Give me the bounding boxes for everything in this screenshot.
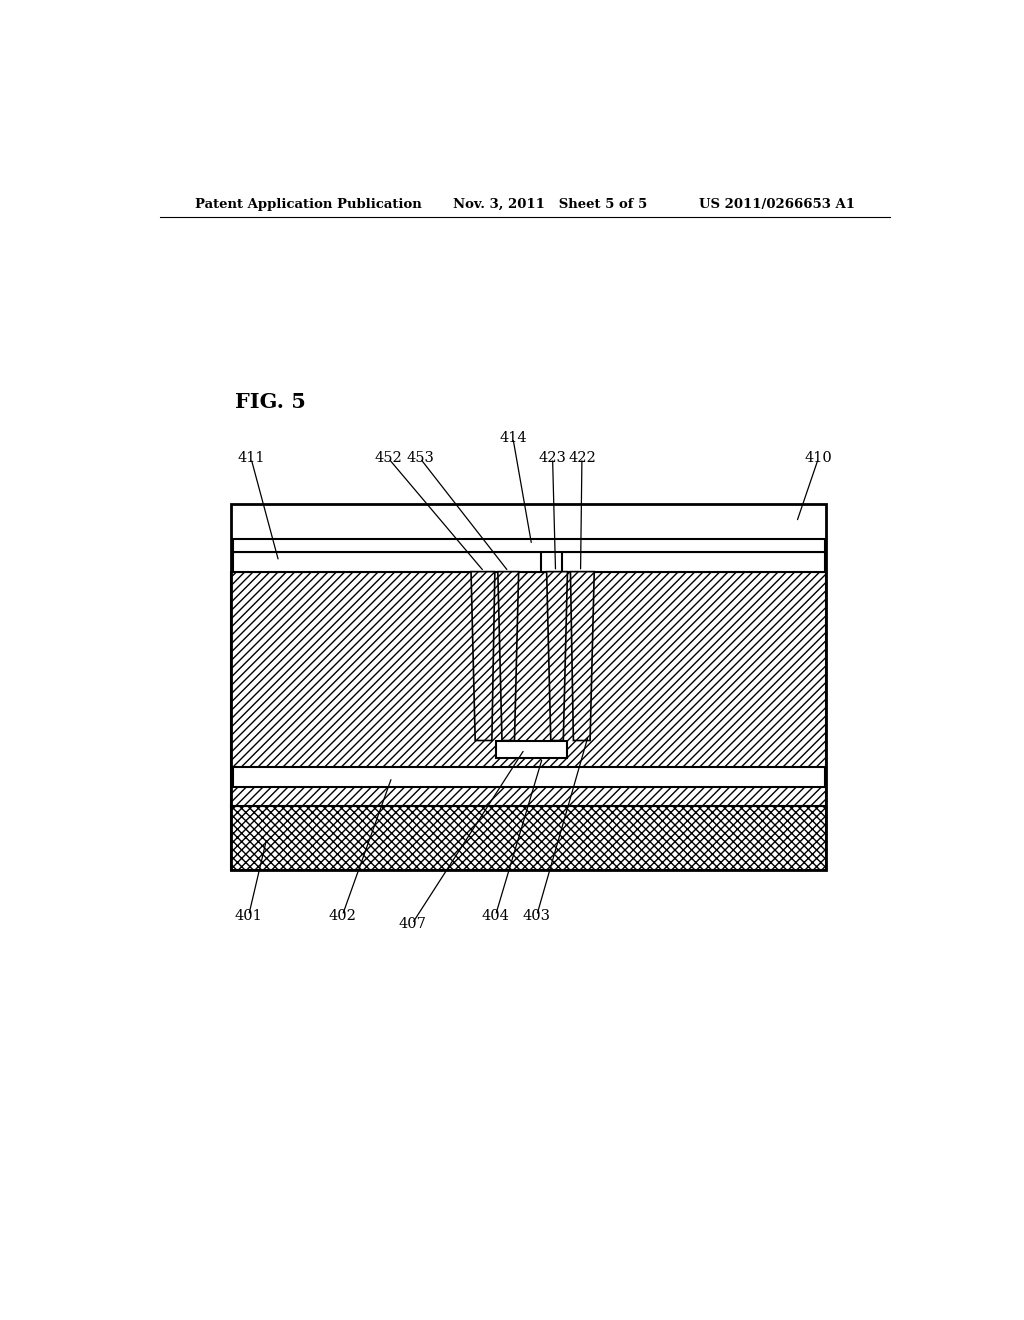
Text: 403: 403 bbox=[522, 908, 551, 923]
Text: 422: 422 bbox=[568, 451, 596, 465]
Bar bbox=[231, 572, 826, 805]
Bar bbox=[496, 741, 567, 758]
Text: 402: 402 bbox=[329, 908, 356, 923]
Text: 401: 401 bbox=[234, 908, 262, 923]
Text: 404: 404 bbox=[481, 908, 509, 923]
Bar bbox=[232, 767, 824, 787]
Text: 453: 453 bbox=[407, 451, 434, 465]
Text: 410: 410 bbox=[805, 451, 833, 465]
Polygon shape bbox=[570, 572, 594, 741]
Polygon shape bbox=[498, 572, 518, 741]
Text: 423: 423 bbox=[539, 451, 566, 465]
Bar bbox=[561, 552, 824, 572]
Text: 407: 407 bbox=[398, 917, 426, 931]
Bar bbox=[231, 805, 826, 870]
Text: Patent Application Publication: Patent Application Publication bbox=[196, 198, 422, 211]
Bar bbox=[232, 539, 824, 552]
Polygon shape bbox=[471, 572, 495, 741]
Text: US 2011/0266653 A1: US 2011/0266653 A1 bbox=[699, 198, 855, 211]
Bar bbox=[232, 552, 541, 572]
Text: 411: 411 bbox=[238, 451, 265, 465]
Text: FIG. 5: FIG. 5 bbox=[236, 392, 306, 412]
Bar bbox=[231, 504, 826, 870]
Text: Nov. 3, 2011   Sheet 5 of 5: Nov. 3, 2011 Sheet 5 of 5 bbox=[454, 198, 647, 211]
Text: 414: 414 bbox=[499, 430, 526, 445]
Polygon shape bbox=[547, 572, 567, 741]
Text: 452: 452 bbox=[375, 451, 402, 465]
